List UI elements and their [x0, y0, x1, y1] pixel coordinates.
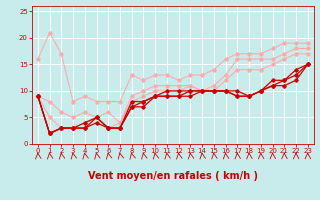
X-axis label: Vent moyen/en rafales ( km/h ): Vent moyen/en rafales ( km/h )	[88, 171, 258, 181]
